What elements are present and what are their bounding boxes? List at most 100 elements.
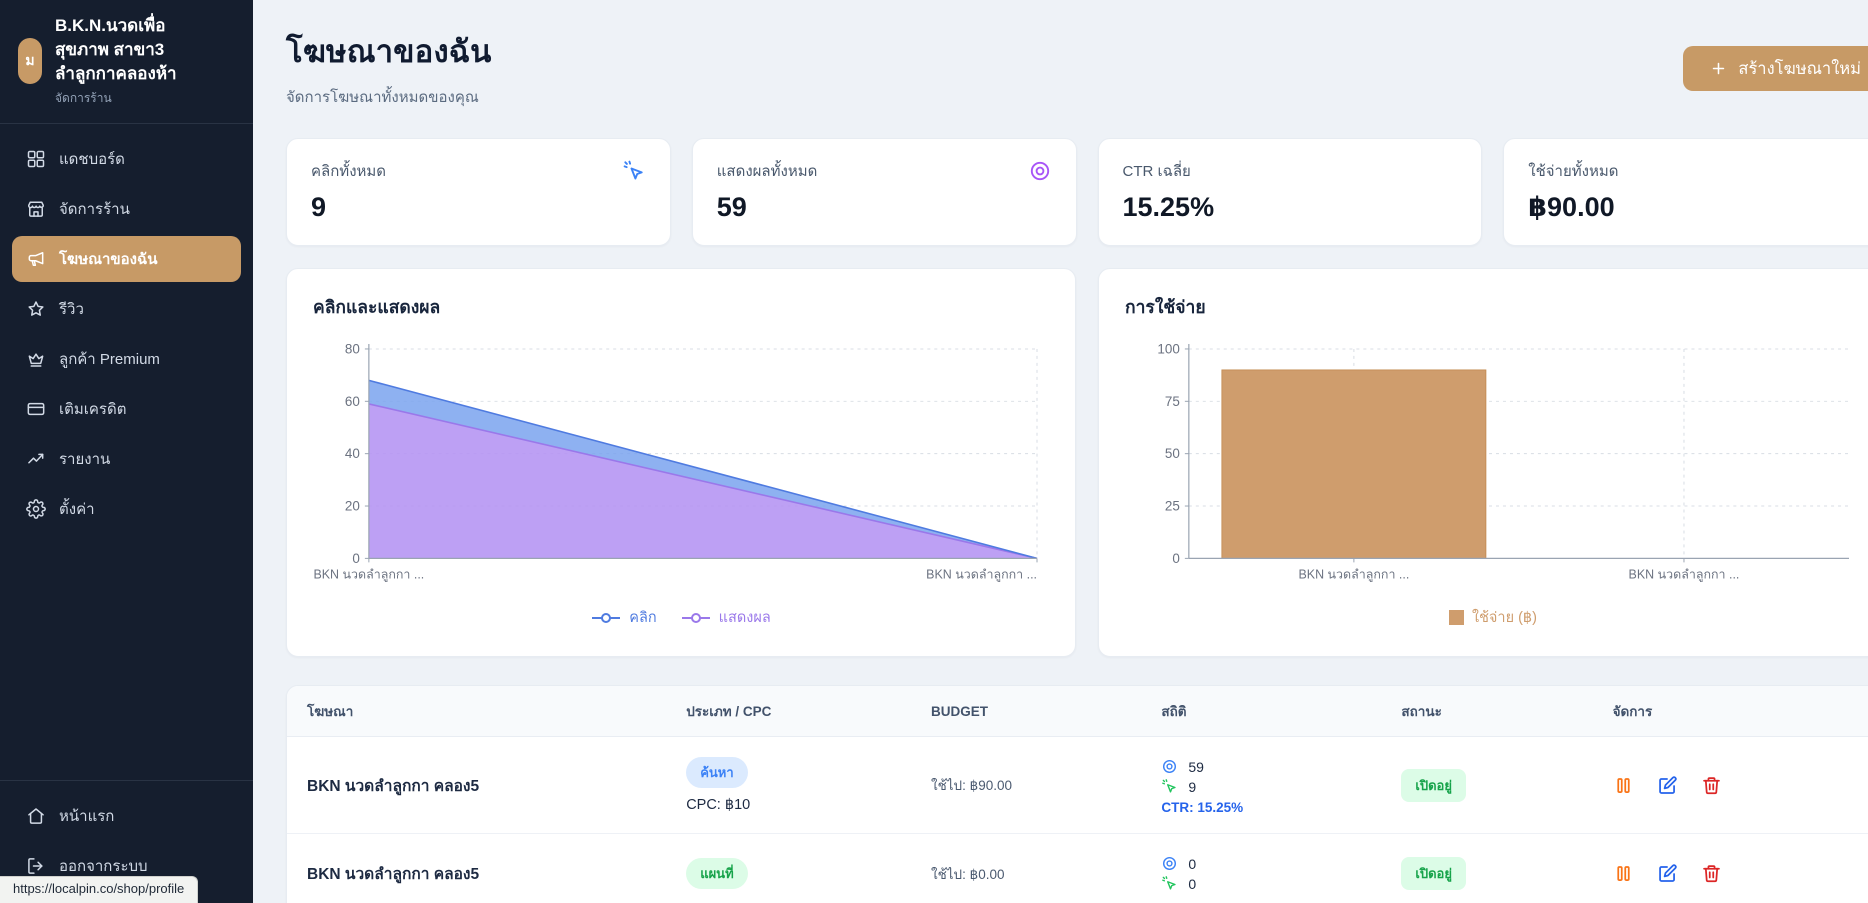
sidebar-nav: แดชบอร์ดจัดการร้านโฆษณาของฉันรีวิวลูกค้า… <box>0 136 253 532</box>
ad-budget: ใช้ไป: ฿90.00 <box>930 778 1012 793</box>
sidebar-item-dashboard[interactable]: แดชบอร์ด <box>12 136 241 182</box>
svg-text:75: 75 <box>1165 394 1180 409</box>
charts-row: คลิกและแสดงผล 0 20 40 60 80 BKN นวดลำลูกกา ..… <box>286 268 1868 657</box>
stat-value: 59 <box>716 192 747 222</box>
gear-icon <box>26 499 46 520</box>
legend-line-marker <box>592 612 621 623</box>
sidebar-item-store[interactable]: จัดการร้าน <box>12 186 241 232</box>
legend-item[interactable]: คลิก <box>591 606 657 629</box>
sidebar-item-label: ออกจากระบบ <box>59 858 148 875</box>
create-ad-label: สร้างโฆษณาใหม่ <box>1738 59 1861 78</box>
svg-text:80: 80 <box>345 341 360 356</box>
sidebar-item-reports[interactable]: รายงาน <box>12 436 241 482</box>
svg-text:BKN นวดลำลูกกา ...: BKN นวดลำลูกกา ... <box>926 567 1037 582</box>
sidebar-item-label: รายงาน <box>59 451 111 469</box>
ad-name: BKN นวดลำลูกกา คลอง5 <box>307 866 480 883</box>
sidebar-divider <box>0 123 253 125</box>
stat-label: คลิกทั้งหมด <box>311 163 387 180</box>
dashboard-grid-icon <box>26 149 46 169</box>
stat-card-1: แสดงผลทั้งหมด 59 <box>691 138 1077 246</box>
ad-name: BKN นวดลำลูกกา คลอง5 <box>307 777 480 795</box>
stat-card-0: คลิกทั้งหมด 9 <box>286 138 671 246</box>
svg-text:40: 40 <box>345 446 360 461</box>
pause-ad-button[interactable] <box>1613 775 1634 796</box>
sidebar-item-label: โฆษณาของฉัน <box>59 251 158 269</box>
column-header: สถิติ <box>1141 686 1382 737</box>
page-subtitle: จัดการโฆษณาทั้งหมดของคุณ <box>286 89 479 106</box>
delete-ad-button[interactable] <box>1701 863 1722 884</box>
sidebar-item-my-ads[interactable]: โฆษณาของฉัน <box>12 236 241 283</box>
sidebar-item-home[interactable]: หน้าแรก <box>12 793 241 839</box>
legend-item[interactable]: ใช้จ่าย (฿) <box>1449 606 1537 629</box>
svg-text:BKN นวดลำลูกกา ...: BKN นวดลำลูกกา ... <box>1298 567 1409 582</box>
shop-name: B.K.N.นวดเพื่อสุขภาพ สาขา3 ลำลูกกาคลองห้… <box>55 16 177 84</box>
ad-ctr: CTR: 15.25% <box>1161 800 1244 815</box>
ad-budget: ใช้ไป: ฿0.00 <box>930 866 1005 882</box>
ad-clicks: 0 <box>1188 875 1197 892</box>
sidebar-item-label: ลูกค้า Premium <box>59 351 160 369</box>
clicks-impressions-chart-card: คลิกและแสดงผล 0 20 40 60 80 BKN นวดลำลูกกา ..… <box>286 268 1076 657</box>
column-header: ประเภท / CPC <box>666 686 911 737</box>
stat-value: 9 <box>311 192 327 222</box>
ad-table-row: BKN นวดลำลูกกา คลอง5 แผนที่ ใช้ไป: ฿0.00 0 0… <box>287 833 1868 903</box>
sidebar-item-settings[interactable]: ตั้งค่า <box>12 486 241 532</box>
svg-text:BKN นวดลำลูกกา ...: BKN นวดลำลูกกา ... <box>313 567 424 582</box>
stat-value: 15.25% <box>1122 192 1215 222</box>
stat-card-2: CTR เฉลี่ย 15.25% <box>1097 138 1483 246</box>
ad-impressions: 0 <box>1188 855 1197 872</box>
column-header: สถานะ <box>1381 686 1593 737</box>
avatar: ม <box>18 38 42 85</box>
sidebar-item-logout[interactable]: ออกจากระบบ <box>12 843 241 889</box>
cursor-click-icon <box>622 159 646 183</box>
stat-label: แสดงผลทั้งหมด <box>716 163 818 180</box>
stat-card-3: ใช้จ่ายทั้งหมด ฿90.00 <box>1503 138 1868 246</box>
main-area: โฆษณาของฉัน จัดการโฆษณาทั้งหมดของคุณ สร้… <box>253 0 1868 903</box>
chart-legend: คลิก แสดงผล <box>313 606 1049 629</box>
sidebar-footer-nav: หน้าแรกออกจากระบบ <box>0 793 253 889</box>
edit-ad-button[interactable] <box>1657 775 1678 796</box>
credit-card-icon <box>26 399 46 419</box>
cursor-click-icon <box>1161 875 1178 892</box>
store-icon <box>26 199 46 219</box>
eye-icon <box>1028 159 1052 183</box>
stats-row: คลิกทั้งหมด 9 แสดงผลทั้งหมด 59 CTR เฉลี่ย 15.… <box>286 138 1868 246</box>
sidebar-item-label: รีวิว <box>59 301 84 319</box>
ad-impressions: 59 <box>1188 758 1204 775</box>
ad-table-row: BKN นวดลำลูกกา คลอง5 ค้นหา CPC: ฿10 ใช้ไป: … <box>287 736 1868 834</box>
pause-ad-button[interactable] <box>1613 863 1634 884</box>
column-header: BUDGET <box>910 686 1142 737</box>
crown-icon <box>26 349 46 369</box>
trending-up-icon <box>26 449 46 469</box>
ad-type-badge: ค้นหา <box>686 757 748 788</box>
sidebar-item-label: จัดการร้าน <box>59 201 130 219</box>
megaphone-icon <box>26 249 46 269</box>
shop-header: ม B.K.N.นวดเพื่อสุขภาพ สาขา3 ลำลูกกาคลอง… <box>0 12 253 108</box>
column-header: จัดการ <box>1592 686 1868 737</box>
status-badge: เปิดอยู่ <box>1401 768 1466 802</box>
sidebar-item-reviews[interactable]: รีวิว <box>12 286 241 332</box>
ad-cpc: CPC: ฿10 <box>686 797 751 813</box>
chart-title: คลิกและแสดงผล <box>313 297 441 317</box>
spend-chart-card: การใช้จ่าย 0 25 50 75 100 BKN นวดลำลูกกา ... B… <box>1098 268 1868 657</box>
home-icon <box>26 806 46 826</box>
chart-legend: ใช้จ่าย (฿) <box>1125 606 1861 629</box>
ad-type-badge: แผนที่ <box>686 858 748 889</box>
svg-text:60: 60 <box>345 394 360 409</box>
legend-line-marker <box>681 612 710 623</box>
stat-label: CTR เฉลี่ย <box>1122 163 1191 180</box>
plus-icon <box>1710 60 1727 77</box>
shop-subtitle: จัดการร้าน <box>55 91 112 106</box>
delete-ad-button[interactable] <box>1701 775 1722 796</box>
edit-ad-button[interactable] <box>1657 863 1678 884</box>
stat-label: ใช้จ่ายทั้งหมด <box>1528 163 1619 180</box>
create-ad-button[interactable]: สร้างโฆษณาใหม่ <box>1683 46 1868 91</box>
svg-text:25: 25 <box>1165 499 1180 514</box>
cursor-click-icon <box>1161 778 1178 795</box>
sidebar-item-premium[interactable]: ลูกค้า Premium <box>12 336 241 382</box>
page-title: โฆษณาของฉัน <box>286 34 492 69</box>
legend-item[interactable]: แสดงผล <box>681 606 771 629</box>
svg-text:0: 0 <box>1172 551 1179 566</box>
sidebar-item-label: หน้าแรก <box>59 808 115 825</box>
sidebar-item-credits[interactable]: เติมเครดิต <box>12 386 241 432</box>
